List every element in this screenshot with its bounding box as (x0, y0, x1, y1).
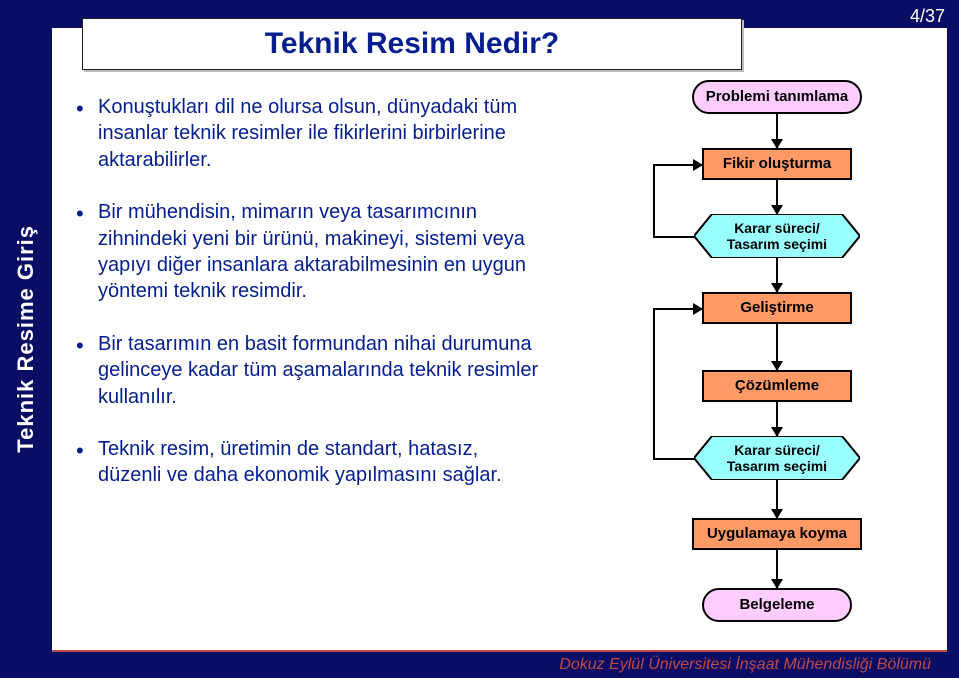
flowchart: Problemi tanımlama Fikir oluşturma Karar s… (607, 80, 917, 640)
bullet-item: Bir tasarımın en basit formundan nihai d… (76, 331, 546, 410)
flow-feedback-segment (653, 164, 655, 236)
slide-title: Teknik Resim Nedir? (265, 27, 560, 61)
flow-arrow-down (776, 258, 778, 292)
flow-node-process: Geliştirme (702, 292, 852, 324)
flow-arrow-down (776, 324, 778, 370)
flow-feedback-arrow (653, 164, 702, 166)
sidebar-vertical-label: Teknik Resime Giriş (8, 0, 44, 678)
flow-node-terminator: Problemi tanımlama (692, 80, 862, 114)
flow-node-process: Uygulamaya koyma (692, 518, 862, 550)
bullet-list: Konuştukları dil ne olursa olsun, dünyad… (76, 94, 546, 515)
flow-feedback-segment (653, 308, 655, 458)
flow-node-label: Karar süreci/ Tasarım seçimi (694, 214, 860, 258)
bullet-item: Bir mühendisin, mimarın veya tasarımcını… (76, 199, 546, 305)
flow-feedback-segment (653, 458, 694, 460)
title-box: Teknik Resim Nedir? (82, 18, 742, 70)
flow-node-terminator: Belgeleme (702, 588, 852, 622)
bullet-item: Konuştukları dil ne olursa olsun, dünyad… (76, 94, 546, 173)
flow-node-hex: Karar süreci/ Tasarım seçimi (694, 214, 860, 258)
flow-arrow-down (776, 402, 778, 436)
footer-divider (52, 650, 947, 652)
flow-arrow-down (776, 480, 778, 518)
sidebar-label-text: Teknik Resime Giriş (13, 225, 39, 453)
flow-arrow-down (776, 550, 778, 588)
flow-arrow-down (776, 180, 778, 214)
flow-feedback-arrow (653, 308, 702, 310)
flow-arrow-down (776, 114, 778, 148)
footer-text: Dokuz Eylül Üniversitesi İnşaat Mühendis… (559, 656, 931, 674)
flow-node-label: Karar süreci/ Tasarım seçimi (694, 436, 860, 480)
flow-node-process: Fikir oluşturma (702, 148, 852, 180)
flow-feedback-segment (653, 236, 694, 238)
bullet-item: Teknik resim, üretimin de standart, hata… (76, 436, 546, 489)
flow-node-process: Çözümleme (702, 370, 852, 402)
content-area: Teknik Resim Nedir? Konuştukları dil ne … (52, 28, 947, 652)
flow-node-hex: Karar süreci/ Tasarım seçimi (694, 436, 860, 480)
page-number: 4/37 (910, 6, 945, 27)
slide-background: 4/37 Teknik Resime Giriş Teknik Resim Ne… (0, 0, 959, 678)
